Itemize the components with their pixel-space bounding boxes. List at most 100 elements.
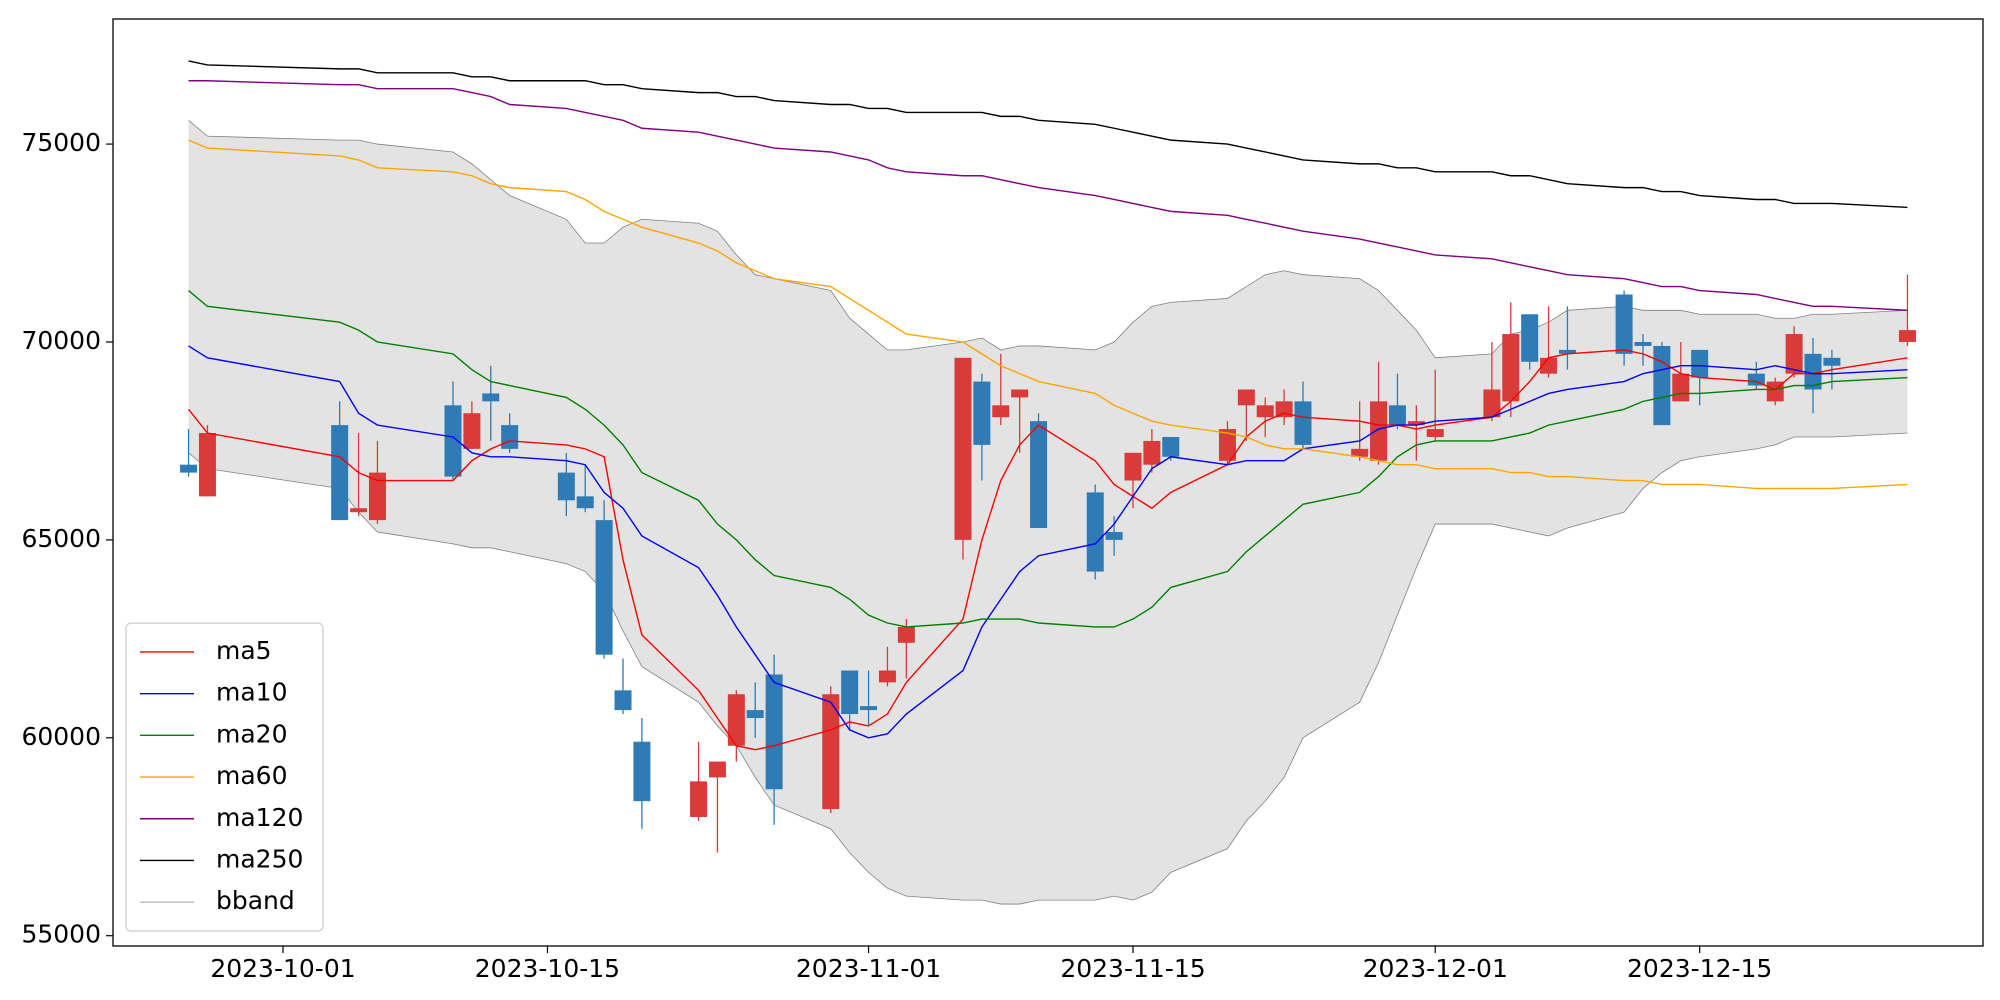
candle-body	[1653, 345, 1671, 426]
candle-body	[1256, 405, 1274, 418]
candle-body	[1672, 373, 1690, 402]
candle-body	[1558, 349, 1576, 354]
candle	[1237, 389, 1255, 441]
candle-body	[1011, 389, 1029, 398]
candle-body	[1804, 353, 1822, 390]
y-tick-label: 75000	[21, 128, 101, 157]
candle-body	[973, 381, 991, 445]
candle	[897, 619, 915, 679]
candle	[1747, 361, 1765, 390]
candle	[1407, 405, 1425, 461]
candle	[1615, 290, 1633, 366]
candle-body	[1426, 429, 1444, 437]
candle-body	[1540, 357, 1558, 374]
candle	[1653, 341, 1671, 426]
candle-body	[1351, 448, 1369, 457]
y-tick-label: 55000	[21, 920, 101, 949]
candle-body	[444, 405, 462, 477]
candle-body	[708, 761, 726, 778]
candle	[482, 365, 500, 441]
candle-body	[180, 464, 198, 473]
candle-body	[1502, 334, 1520, 402]
legend-label: bband	[216, 886, 295, 915]
candle	[1483, 341, 1501, 422]
x-tick-label: 2023-12-01	[1363, 954, 1508, 983]
candle	[954, 357, 972, 560]
candle	[1804, 338, 1822, 414]
candle	[690, 741, 708, 821]
y-tick-label: 65000	[21, 524, 101, 553]
candle-body	[1124, 452, 1142, 481]
candle	[633, 718, 651, 829]
candle	[1143, 429, 1161, 473]
candle-body	[860, 706, 878, 711]
band-fill	[188, 120, 1908, 905]
legend-label: ma10	[216, 678, 287, 707]
candle	[1898, 274, 1916, 346]
ma-line	[188, 289, 1908, 628]
candle-body	[1407, 421, 1425, 426]
candle	[973, 373, 991, 481]
candle-body	[1143, 440, 1161, 465]
candle-body	[614, 690, 632, 711]
candle	[1030, 413, 1048, 529]
candle-body	[350, 508, 368, 513]
candle	[368, 440, 386, 525]
candle	[746, 682, 764, 738]
candle	[198, 425, 216, 497]
candle-body	[727, 694, 745, 746]
candle-body	[198, 433, 216, 497]
candle	[1086, 484, 1104, 580]
candle	[708, 761, 726, 853]
plot-area	[180, 60, 1916, 905]
legend-frame	[125, 622, 324, 932]
candle-body	[822, 694, 840, 810]
candle-body	[1294, 401, 1312, 445]
legend-label: ma20	[216, 719, 287, 748]
x-tick-label: 2023-12-15	[1627, 954, 1772, 983]
legend-label: ma120	[216, 803, 303, 832]
candle-body	[690, 781, 708, 817]
x-tick-label: 2023-11-15	[1060, 954, 1205, 983]
y-tick-label: 70000	[21, 326, 101, 355]
candle	[1218, 421, 1236, 465]
candle-body	[1823, 357, 1841, 366]
candle	[878, 646, 896, 687]
candle-body	[1086, 492, 1104, 572]
candle	[463, 401, 481, 449]
candle-body	[1105, 531, 1123, 540]
candle	[1370, 361, 1388, 465]
ma-line	[188, 349, 1908, 751]
candle-body	[1691, 349, 1709, 378]
candle-body	[595, 520, 613, 655]
candle	[1275, 389, 1293, 426]
candle	[1521, 314, 1539, 370]
candle	[1540, 306, 1558, 378]
candle	[1766, 377, 1784, 406]
candle-body	[992, 405, 1010, 418]
ma-line	[188, 139, 1908, 490]
candle	[1294, 381, 1312, 449]
candle	[1426, 369, 1444, 441]
candle-body	[1785, 334, 1803, 374]
candle-body	[1898, 330, 1916, 342]
candle-body	[331, 425, 349, 521]
legend-label: ma5	[216, 636, 272, 665]
candle-body	[1483, 389, 1501, 418]
candle-body	[1634, 341, 1652, 346]
candle	[860, 670, 878, 726]
candle-body	[841, 670, 859, 715]
legend-label: ma60	[216, 761, 287, 790]
x-tick-label: 2023-10-01	[210, 954, 355, 983]
candle	[1105, 516, 1123, 556]
legend: ma5 ma10 ma20 ma60 ma120 ma250 bband	[125, 622, 324, 932]
candle	[350, 433, 368, 517]
candle	[822, 686, 840, 814]
x-tick-label: 2023-11-01	[796, 954, 941, 983]
axes-frame	[112, 18, 1984, 947]
candle-body	[1615, 294, 1633, 354]
candle	[841, 670, 859, 730]
x-tick-label: 2023-10-15	[475, 954, 620, 983]
